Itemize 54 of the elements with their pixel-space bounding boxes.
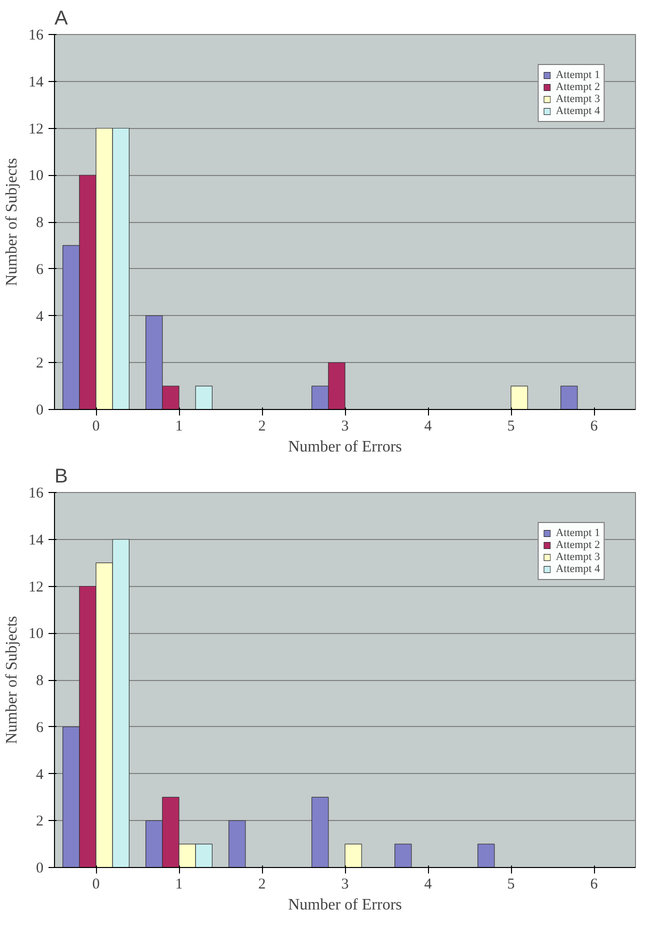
legend-label: Attempt 1 [556, 527, 600, 539]
y-tick-label: 4 [36, 766, 44, 783]
y-tick-label: 14 [28, 74, 44, 90]
bar [394, 844, 412, 868]
legend-label: Attempt 2 [556, 81, 600, 93]
x-tick-label: 2 [258, 876, 266, 892]
legend-label: Attempt 1 [556, 69, 600, 81]
y-tick-label: 2 [36, 356, 44, 372]
y-tick-label: 6 [36, 262, 44, 278]
y-tick-label: 4 [36, 308, 44, 325]
x-tick-label: 0 [92, 418, 100, 434]
bar [510, 386, 528, 410]
x-axis-title: Number of Errors [288, 896, 402, 914]
bar [228, 820, 246, 868]
y-tick-label: 12 [28, 121, 44, 138]
y-tick-label: 0 [36, 860, 44, 876]
legend-label: Attempt 2 [556, 539, 600, 551]
y-tick-label: 2 [36, 814, 44, 830]
x-tick-label: 0 [92, 876, 100, 892]
bar [344, 844, 362, 868]
x-tick-label: 5 [507, 418, 515, 434]
legend-label: Attempt 4 [556, 105, 600, 117]
y-axis-title: Number of Subjects [4, 158, 20, 286]
chart-title: A [54, 8, 68, 30]
bar [478, 844, 495, 868]
legend-label: Attempt 3 [556, 93, 600, 105]
legend-label: Attempt 4 [556, 563, 600, 575]
bar [195, 386, 212, 410]
x-tick-label: 4 [424, 418, 432, 434]
x-axis-title: Number of Errors [288, 438, 402, 456]
y-tick-label: 0 [36, 402, 44, 418]
y-tick-label: 8 [36, 215, 44, 231]
y-tick-label: 12 [28, 579, 44, 596]
x-tick-label: 6 [590, 418, 598, 434]
y-tick-label: 16 [28, 486, 44, 502]
y-tick-label: 10 [28, 626, 44, 642]
y-tick-label: 14 [28, 532, 44, 548]
y-tick-label: 8 [36, 673, 44, 689]
x-tick-label: 1 [175, 418, 183, 434]
y-tick-label: 10 [28, 168, 44, 184]
y-tick-label: 6 [36, 720, 44, 736]
bar [312, 796, 329, 868]
chart-title: B [54, 466, 68, 488]
y-axis-title: Number of Subjects [4, 616, 20, 744]
x-tick-label: 1 [175, 876, 183, 892]
x-tick-label: 3 [341, 418, 349, 434]
x-tick-label: 5 [507, 876, 515, 892]
x-tick-label: 6 [590, 876, 598, 892]
legend-label: Attempt 3 [556, 551, 600, 563]
y-tick-label: 16 [28, 28, 44, 44]
x-tick-label: 2 [258, 418, 266, 434]
x-tick-label: 4 [424, 876, 432, 892]
bar [560, 386, 578, 410]
x-tick-label: 3 [341, 876, 349, 892]
